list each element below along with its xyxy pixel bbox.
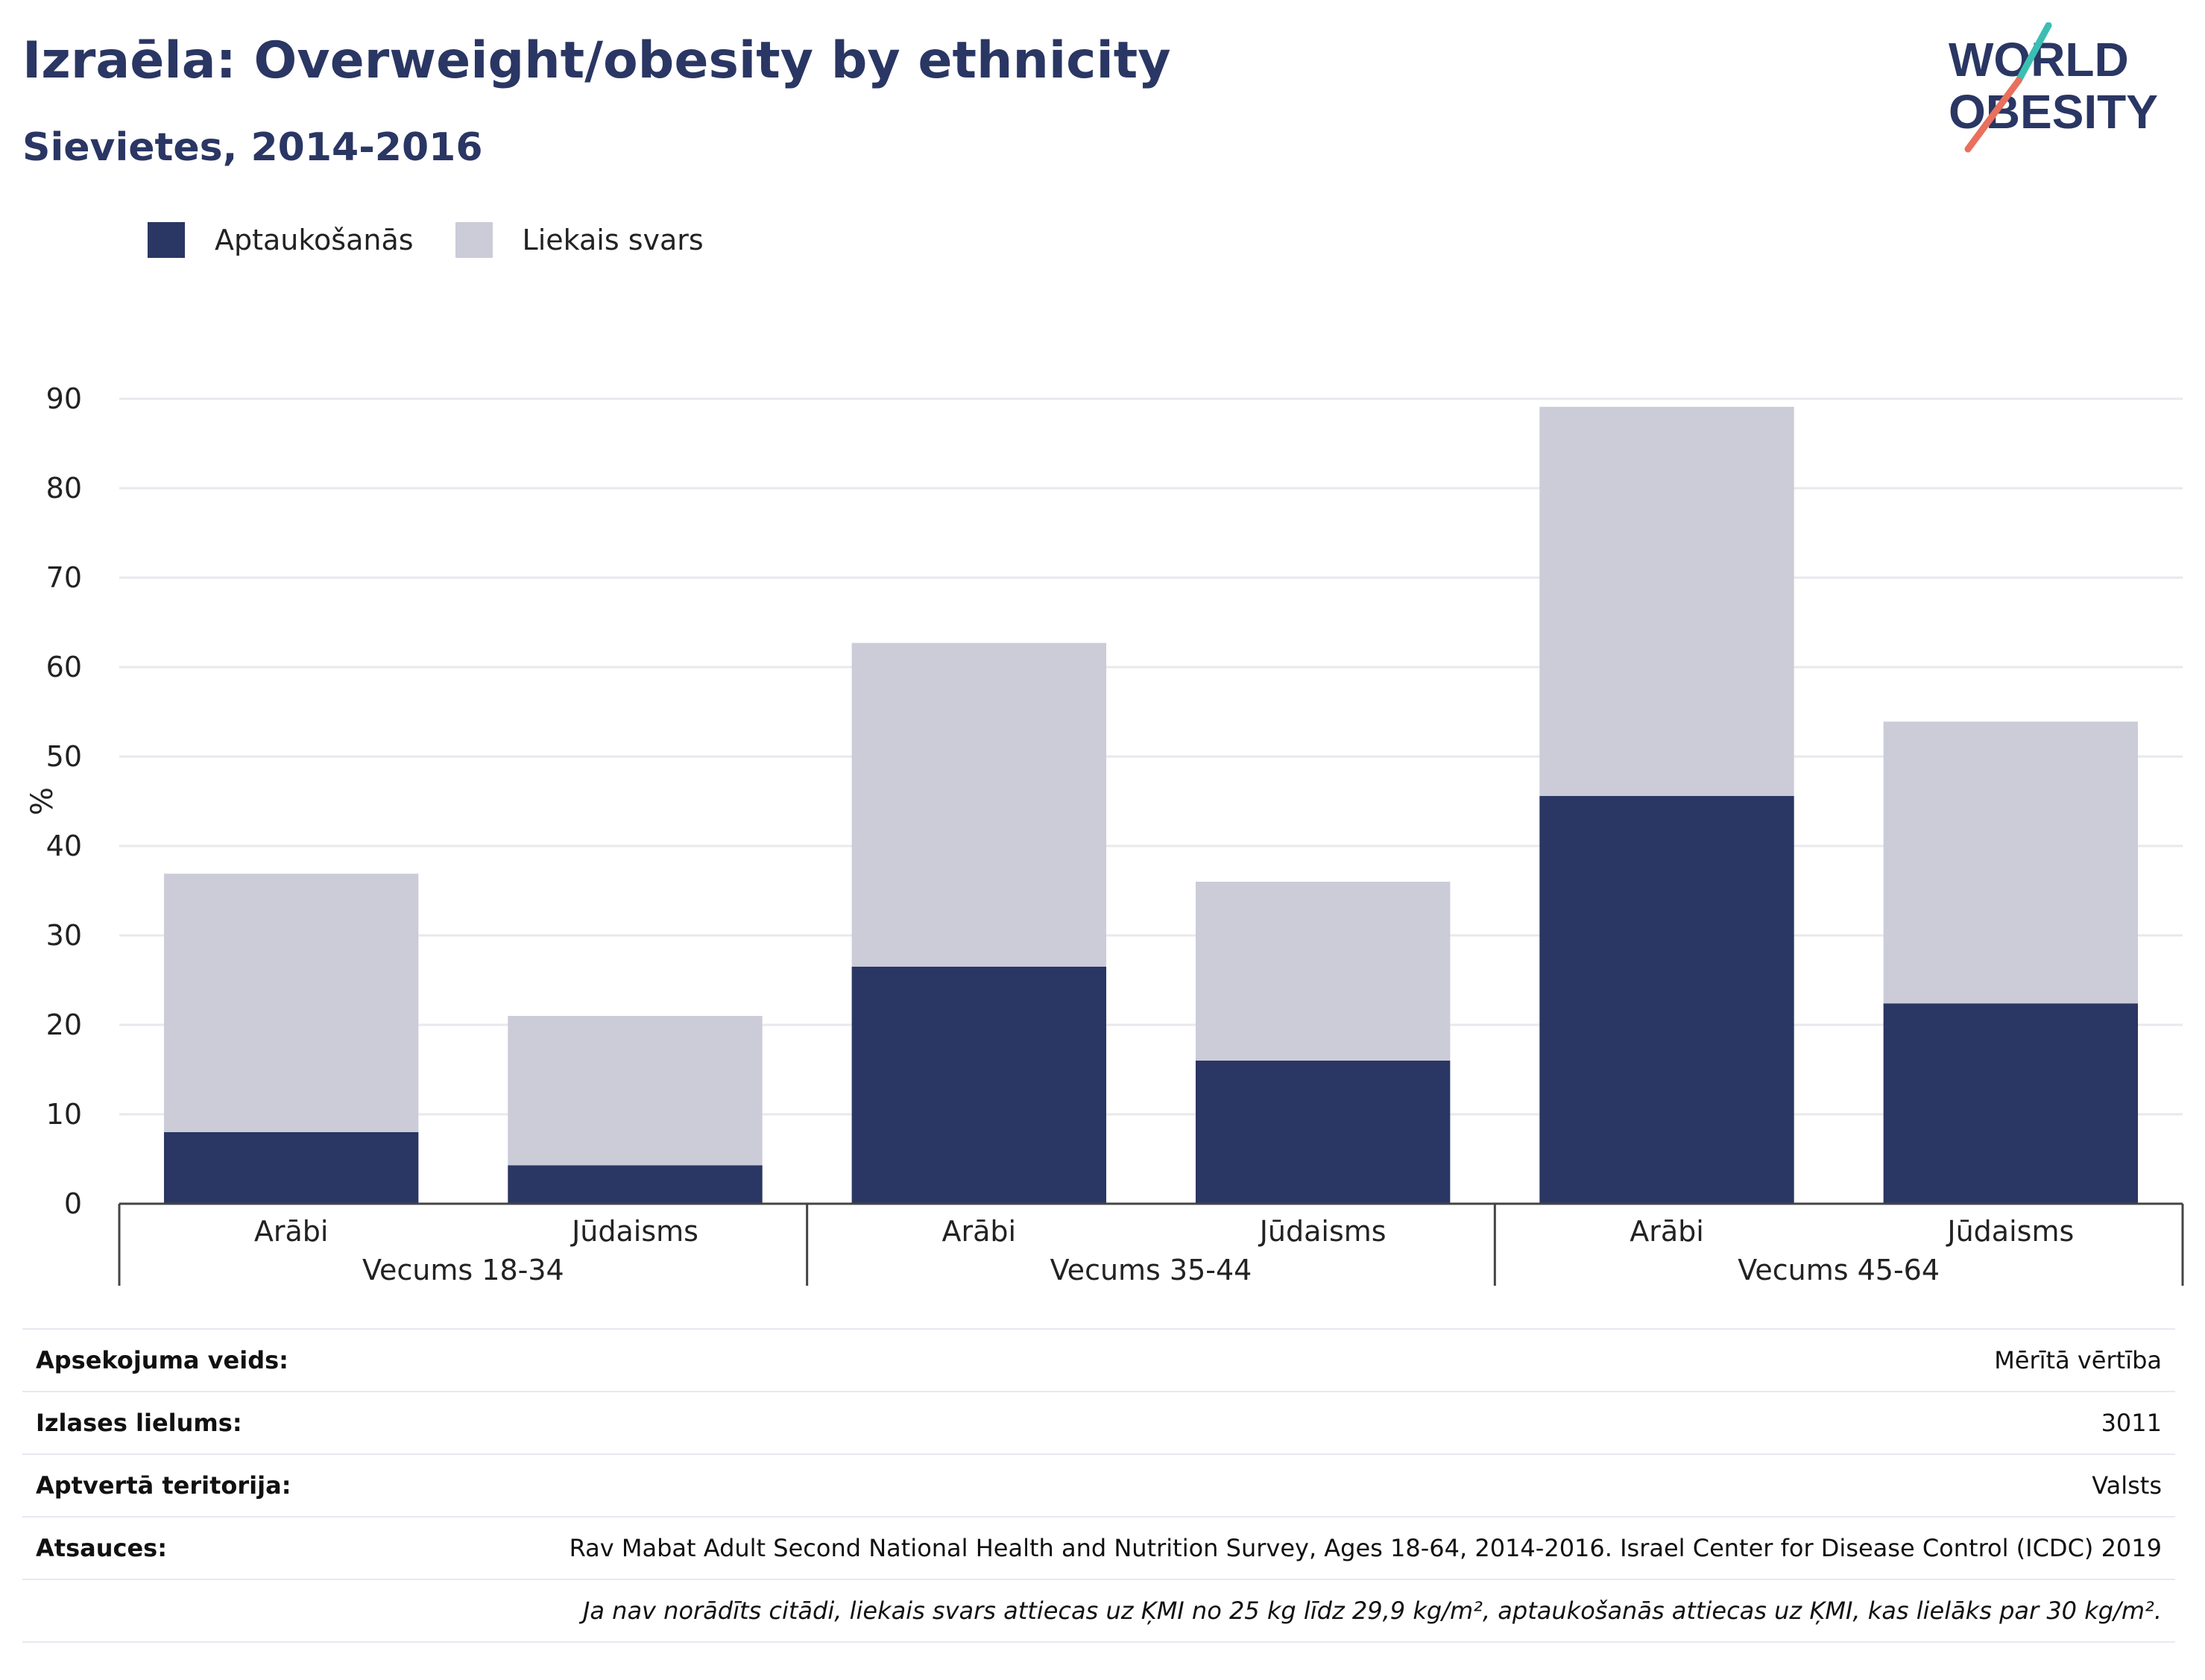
x-tick-label: Arābi (1630, 1215, 1704, 1248)
x-tick-label: Jūdaisms (1258, 1215, 1387, 1248)
legend-label-obesity: Aptaukošanās (215, 224, 414, 256)
y-tick-label: 90 (46, 382, 82, 415)
legend-swatch-obesity (148, 222, 185, 258)
meta-row-survey-type: Apsekojuma veids: Mērītā vērtība (22, 1328, 2175, 1391)
y-tick-label: 30 (46, 919, 82, 952)
y-tick-label: 70 (46, 561, 82, 594)
y-tick-label: 80 (46, 472, 82, 505)
group-label: Vecums 45-64 (1738, 1254, 1940, 1286)
world-obesity-logo: WORLD OBESITY (1949, 22, 2158, 153)
legend-item-obesity[interactable]: Aptaukošanās (148, 222, 414, 258)
y-axis-title: % (25, 787, 60, 815)
meta-key: Atsauces: (36, 1534, 167, 1562)
y-tick-label: 50 (46, 740, 82, 773)
meta-row-area-covered: Aptvertā teritorija: Valsts (22, 1453, 2175, 1516)
bar-obesity (1539, 795, 1794, 1204)
meta-key: Izlases lielums: (36, 1409, 242, 1437)
page-subtitle: Sievietes, 2014-2016 (22, 125, 483, 170)
y-tick-label: 20 (46, 1008, 82, 1041)
x-tick-label: Jūdaisms (1946, 1215, 2074, 1248)
page-title: Izraēla: Overweight/obesity by ethnicity (22, 31, 1171, 90)
definition-note: Ja nav norādīts citādi, liekais svars at… (582, 1597, 2162, 1625)
meta-row-definition-note: Ja nav norādīts citādi, liekais svars at… (22, 1579, 2175, 1643)
legend-swatch-overweight (455, 222, 493, 258)
meta-value: Rav Mabat Adult Second National Health a… (569, 1534, 2162, 1562)
legend-label-overweight: Liekais svars (522, 224, 704, 256)
bar-obesity (1883, 1003, 2139, 1204)
y-tick-label: 10 (46, 1098, 82, 1131)
group-label: Vecums 18-34 (362, 1254, 564, 1286)
bar-overweight (851, 642, 1107, 967)
meta-value: 3011 (2101, 1409, 2162, 1437)
x-tick-label: Arābi (942, 1215, 1017, 1248)
meta-value: Mērītā vērtība (1994, 1346, 2162, 1374)
x-tick-label: Arābi (254, 1215, 329, 1248)
y-tick-label: 60 (46, 651, 82, 683)
legend-item-overweight[interactable]: Liekais svars (455, 222, 704, 258)
x-tick-label: Jūdaisms (570, 1215, 698, 1248)
meta-value: Valsts (2092, 1471, 2162, 1500)
bar-overweight (1195, 882, 1451, 1061)
chart-legend: Aptaukošanās Liekais svars (148, 218, 745, 262)
bar-overweight (163, 874, 419, 1132)
meta-row-sample-size: Izlases lielums: 3011 (22, 1391, 2175, 1453)
bar-obesity (851, 967, 1107, 1204)
y-tick-label: 40 (46, 830, 82, 862)
group-label: Vecums 35-44 (1050, 1254, 1252, 1286)
logo-coral-slash (1964, 77, 2022, 153)
logo-teal-slash (2015, 22, 2052, 84)
bar-overweight (1539, 406, 1794, 796)
meta-key: Aptvertā teritorija: (36, 1471, 291, 1500)
y-tick-label: 0 (64, 1187, 82, 1220)
bar-obesity (1195, 1061, 1451, 1204)
stacked-bar-chart: 0 10 20 30 40 50 60 70 80 90% Arābi Jūdaisms Arābi Jū… (25, 382, 2184, 1286)
bar-overweight (1883, 721, 2139, 1004)
bar-obesity (508, 1165, 763, 1204)
survey-metadata-table: Apsekojuma veids: Mērītā vērtība Izlases… (22, 1328, 2175, 1643)
bar-overweight (508, 1016, 763, 1166)
meta-row-references: Atsauces: Rav Mabat Adult Second Nationa… (22, 1516, 2175, 1579)
bar-obesity (163, 1132, 419, 1204)
meta-key: Apsekojuma veids: (36, 1346, 288, 1374)
